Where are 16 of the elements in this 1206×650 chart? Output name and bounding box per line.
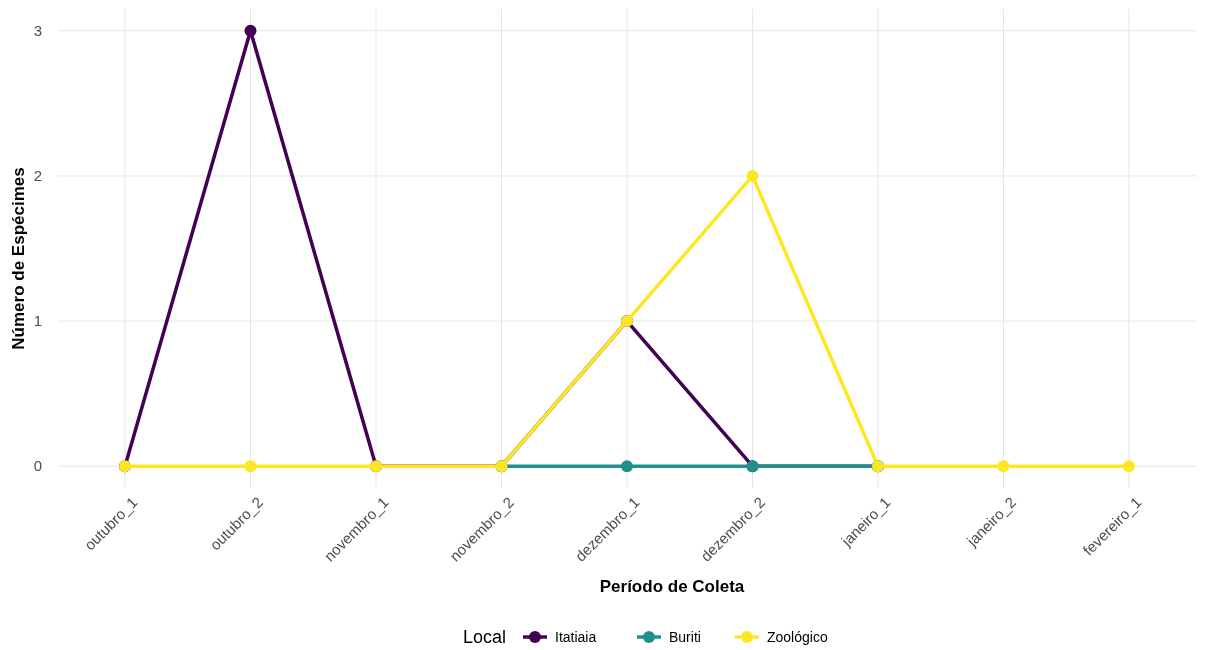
point	[244, 24, 257, 37]
y-tick-label: 0	[33, 457, 42, 475]
y-tick-label: 2	[33, 167, 42, 185]
y-tick-label: 1	[33, 312, 42, 330]
legend-title: Local	[463, 627, 507, 648]
point	[244, 460, 257, 473]
point	[1123, 460, 1135, 473]
legend-label: Itatiaia	[555, 628, 597, 645]
y-tick-label: 3	[33, 22, 42, 40]
legend-label: Buriti	[669, 628, 701, 645]
legend-label: Zoológico	[767, 628, 828, 645]
point	[997, 460, 1010, 473]
y-axis-title: Número de Espécimes	[9, 167, 28, 350]
point	[746, 169, 759, 182]
point	[621, 460, 633, 473]
x-axis-title: Período de Coleta	[599, 577, 745, 596]
